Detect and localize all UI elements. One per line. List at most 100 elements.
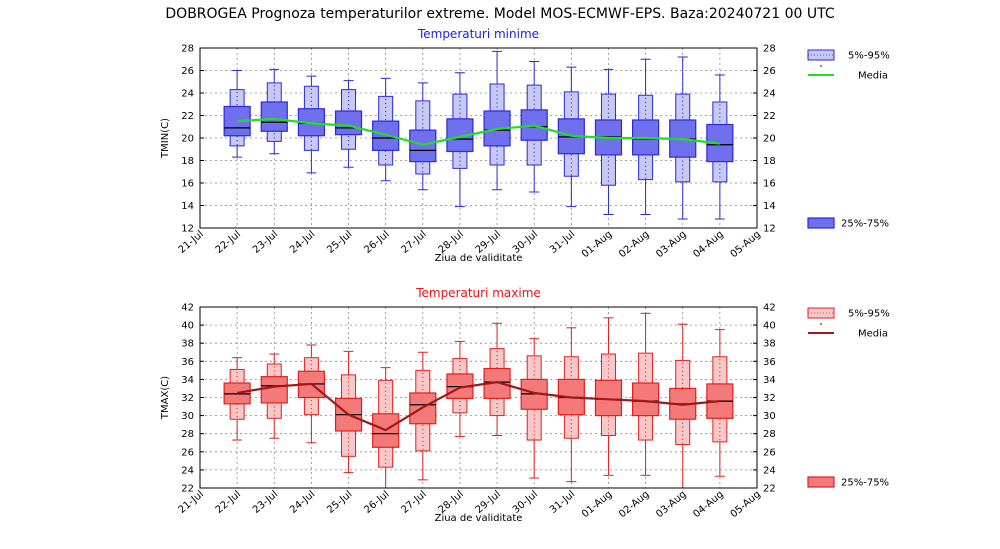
- box-dot: [385, 458, 387, 460]
- box-dot: [719, 120, 721, 122]
- legend-label-mean: Media: [858, 71, 888, 82]
- legend-label-5-95: 5%-95%: [848, 51, 890, 62]
- box-dot: [385, 390, 387, 392]
- box-dot: [607, 372, 610, 374]
- y-tick-label-left: 12: [181, 224, 194, 235]
- box-dot: [422, 448, 424, 450]
- y-tick-label-right: 36: [763, 357, 776, 368]
- box-dot: [533, 91, 535, 93]
- legend-label-25-75: 25%-75%: [841, 219, 889, 230]
- box-dot: [459, 100, 461, 102]
- y-tick-label-left: 42: [181, 303, 194, 314]
- box-dot: [273, 133, 275, 135]
- plot-frame: [199, 306, 758, 489]
- legend-label-5-95: 5%-95%: [848, 309, 890, 320]
- box-dot: [533, 434, 535, 436]
- box-dot: [347, 144, 350, 146]
- y-axis-label: TMIN(C): [160, 118, 171, 159]
- box-dot: [422, 384, 424, 386]
- box-dot: [682, 172, 684, 174]
- box-dot: [570, 375, 572, 377]
- x-tick-label: 03-Aug: [654, 489, 688, 520]
- box-dot: [682, 382, 684, 384]
- box-dot: [645, 101, 647, 103]
- main-title: DOBROGEA Prognoza temperaturilor extreme…: [165, 6, 835, 22]
- box-25-Jul: [334, 80, 363, 168]
- box-dot: [459, 164, 461, 166]
- box-dot: [607, 356, 610, 358]
- box-dot: [533, 155, 535, 157]
- legend-label-25-75: 25%-75%: [841, 478, 889, 489]
- box-dot: [496, 351, 498, 353]
- box-02-Aug: [631, 58, 660, 215]
- x-tick-label: 30-Jul: [511, 229, 540, 256]
- box-dot: [570, 363, 572, 365]
- box-dot: [570, 170, 572, 172]
- box-dot: [310, 100, 312, 102]
- box-dot: [570, 110, 572, 112]
- x-tick-label: 30-Jul: [511, 489, 540, 516]
- box-dot: [310, 408, 312, 410]
- box-dot: [422, 440, 424, 442]
- box-dot: [347, 437, 350, 439]
- box-dot: [570, 154, 572, 156]
- box-dot: [459, 404, 461, 407]
- box-dot: [607, 164, 610, 166]
- x-tick-label: 28-Jul: [437, 489, 466, 516]
- box-dot: [682, 160, 684, 162]
- tmax-chart: Temperaturi maxime 22 22 24 24 26 26 28 28 30 30 32…: [160, 286, 890, 524]
- box-25-75: [409, 129, 437, 163]
- box-dot: [719, 427, 721, 429]
- box-dot: [533, 151, 535, 153]
- x-tick-label: 01-Aug: [580, 489, 614, 520]
- box-dot: [236, 144, 238, 146]
- box-dot: [385, 154, 387, 156]
- box-dot: [422, 107, 424, 109]
- box-dot: [719, 104, 721, 106]
- box-dot: [607, 116, 610, 118]
- box-dot: [422, 119, 424, 121]
- box-dot: [682, 366, 684, 368]
- box-dot: [496, 150, 498, 152]
- y-tick-label-right: 34: [763, 375, 776, 386]
- x-axis-label: Ziua de validitate: [435, 253, 523, 264]
- x-tick-label: 01-Aug: [580, 229, 614, 260]
- box-dot: [645, 105, 647, 107]
- box-dot: [570, 359, 572, 361]
- box-dot: [236, 104, 238, 106]
- box-dot: [533, 362, 535, 364]
- y-tick-label-left: 36: [181, 357, 194, 368]
- box-dot: [385, 98, 387, 100]
- box-dot: [645, 177, 647, 179]
- y-tick-label-right: 28: [763, 44, 776, 55]
- box-dot: [273, 406, 275, 408]
- y-tick-label-left: 34: [181, 375, 194, 386]
- box-dot: [236, 100, 238, 102]
- box-dot: [645, 173, 647, 175]
- box-dot: [496, 403, 498, 405]
- y-tick-label-left: 18: [181, 156, 194, 167]
- x-tick-label: 27-Jul: [399, 489, 428, 516]
- box-01-Aug: [594, 68, 623, 215]
- box-dot: [533, 418, 535, 420]
- box-dot: [496, 146, 498, 148]
- x-tick-label: 05-Aug: [729, 229, 763, 260]
- box-25-75: [260, 376, 288, 404]
- box-dot: [347, 445, 350, 447]
- box-dot: [347, 140, 350, 142]
- box-dot: [310, 92, 312, 94]
- box-dot: [719, 172, 721, 174]
- x-tick-label: 03-Aug: [654, 229, 688, 260]
- box-dot: [645, 109, 647, 111]
- box-dot: [607, 104, 610, 106]
- box-dot: [236, 140, 238, 142]
- box-dot: [310, 404, 312, 406]
- box-dot: [347, 389, 350, 391]
- box-dot: [533, 426, 535, 428]
- box-dot: [385, 150, 387, 152]
- box-dot: [607, 432, 610, 434]
- box-dot: [496, 90, 498, 92]
- box-dot: [273, 137, 275, 139]
- box-dot: [607, 112, 610, 114]
- box-dot: [570, 415, 572, 417]
